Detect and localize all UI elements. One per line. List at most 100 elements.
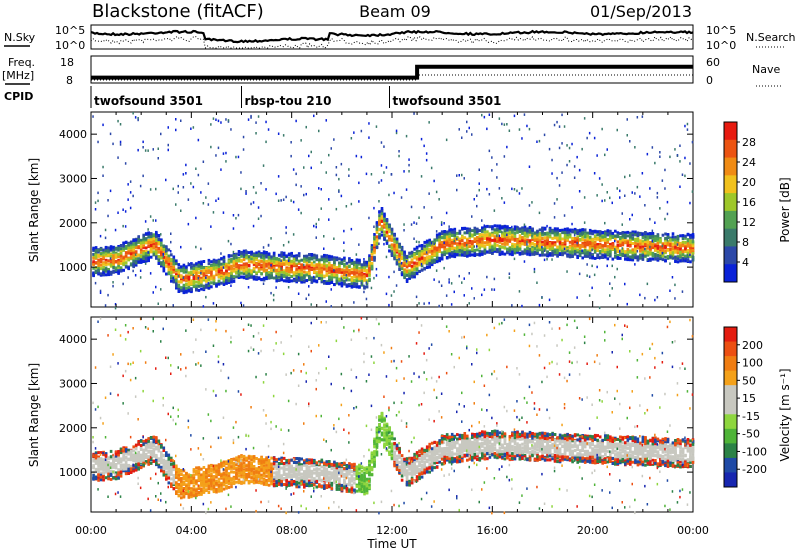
- scatter-cell: [408, 170, 410, 173]
- scatter-cell: [172, 279, 176, 283]
- scatter-cell: [117, 211, 119, 214]
- scatter-cell: [305, 279, 309, 283]
- scatter-cell: [664, 245, 667, 249]
- scatter-cell: [333, 261, 336, 265]
- scatter-cell: [553, 233, 557, 237]
- scatter-cell: [172, 255, 176, 259]
- scatter-cell: [368, 273, 371, 277]
- scatter-cell: [553, 123, 556, 127]
- scatter-cell: [493, 277, 496, 281]
- scatter-cell: [395, 258, 399, 262]
- scatter-cell: [428, 262, 431, 266]
- scatter-cell: [102, 265, 105, 269]
- scatter-cell: [144, 239, 148, 243]
- scatter-cell: [629, 258, 632, 262]
- scatter-cell: [152, 219, 154, 222]
- scatter-cell: [531, 201, 533, 204]
- scatter-cell: [533, 236, 537, 240]
- scatter-cell: [619, 196, 621, 199]
- scatter-cell: [634, 192, 636, 195]
- scatter-cell: [671, 251, 675, 255]
- scatter-cell: [443, 235, 446, 239]
- scatter-cell: [604, 236, 607, 240]
- scatter-cell: [230, 128, 232, 131]
- scatter-cell: [112, 261, 115, 265]
- scatter-cell: [553, 216, 556, 219]
- scatter-cell: [97, 272, 100, 276]
- scatter-cell: [343, 249, 345, 253]
- scatter-cell: [175, 277, 178, 280]
- scatter-cell: [551, 246, 554, 250]
- scatter-cell: [270, 264, 272, 267]
- scatter-cell: [378, 214, 381, 218]
- scatter-cell: [242, 249, 246, 253]
- scatter-cell: [523, 227, 527, 231]
- scatter-cell: [448, 255, 451, 259]
- scatter-cell: [295, 264, 298, 268]
- scatter-cell: [245, 192, 247, 195]
- scatter-cell: [566, 236, 569, 240]
- scatter-cell: [501, 122, 503, 126]
- scatter-cell: [448, 238, 451, 242]
- scatter-cell: [418, 302, 420, 305]
- scatter-cell: [443, 222, 445, 225]
- scatter-cell: [443, 253, 446, 257]
- scatter-cell: [109, 132, 112, 136]
- scatter-cell: [400, 271, 404, 275]
- scatter-cell: [295, 279, 298, 282]
- scatter-cell: [541, 231, 544, 235]
- scatter-cell: [563, 238, 567, 242]
- scatter-cell: [523, 225, 527, 229]
- scatter-cell: [395, 255, 399, 259]
- scatter-cell: [112, 142, 114, 146]
- scatter-cell: [448, 235, 451, 238]
- scatter-cell: [666, 248, 670, 252]
- scatter-cell: [295, 254, 298, 258]
- scatter-cell: [649, 217, 651, 221]
- scatter-cell: [496, 163, 498, 166]
- scatter-cell: [440, 241, 444, 245]
- scatter-cell: [160, 262, 163, 266]
- scatter-cell: [393, 253, 396, 257]
- scatter-cell: [511, 230, 514, 234]
- scatter-cell: [634, 146, 636, 149]
- scatter-cell: [308, 285, 310, 288]
- scatter-cell: [225, 271, 228, 275]
- scatter-cell: [265, 120, 267, 124]
- scatter-cell: [656, 296, 659, 299]
- scatter-cell: [581, 249, 583, 252]
- scatter-cell: [129, 252, 133, 256]
- scatter-cell: [210, 285, 213, 289]
- scatter-cell: [471, 229, 474, 233]
- scatter-cell: [538, 242, 542, 246]
- scatter-cell: [551, 241, 554, 245]
- scatter-cell: [333, 258, 336, 262]
- freq-tick-top: 18: [60, 56, 74, 69]
- nave-tick-top: 60: [706, 56, 720, 69]
- scatter-cell: [373, 249, 376, 253]
- scatter-cell: [468, 245, 472, 249]
- scatter-cell: [185, 286, 188, 290]
- scatter-cell: [142, 140, 144, 144]
- scatter-cell: [659, 240, 662, 244]
- scatter-cell: [450, 254, 454, 258]
- scatter-cell: [528, 230, 532, 234]
- scatter-cell: [343, 276, 346, 280]
- scatter-cell: [370, 244, 374, 248]
- scatter-cell: [308, 259, 311, 263]
- scatter-cell: [571, 229, 574, 233]
- scatter-cell: [287, 267, 291, 271]
- scatter-cell: [576, 243, 579, 247]
- scatter-cell: [373, 233, 376, 236]
- scatter-cell: [528, 127, 531, 131]
- scatter-cell: [611, 201, 613, 205]
- scatter-cell: [561, 231, 564, 235]
- scatter-cell: [144, 259, 148, 263]
- scatter-cell: [651, 254, 655, 258]
- scatter-cell: [453, 249, 455, 252]
- scatter-cell: [395, 237, 399, 241]
- scatter-cell: [197, 173, 200, 177]
- scatter-cell: [616, 254, 620, 257]
- scatter-cell: [614, 275, 616, 279]
